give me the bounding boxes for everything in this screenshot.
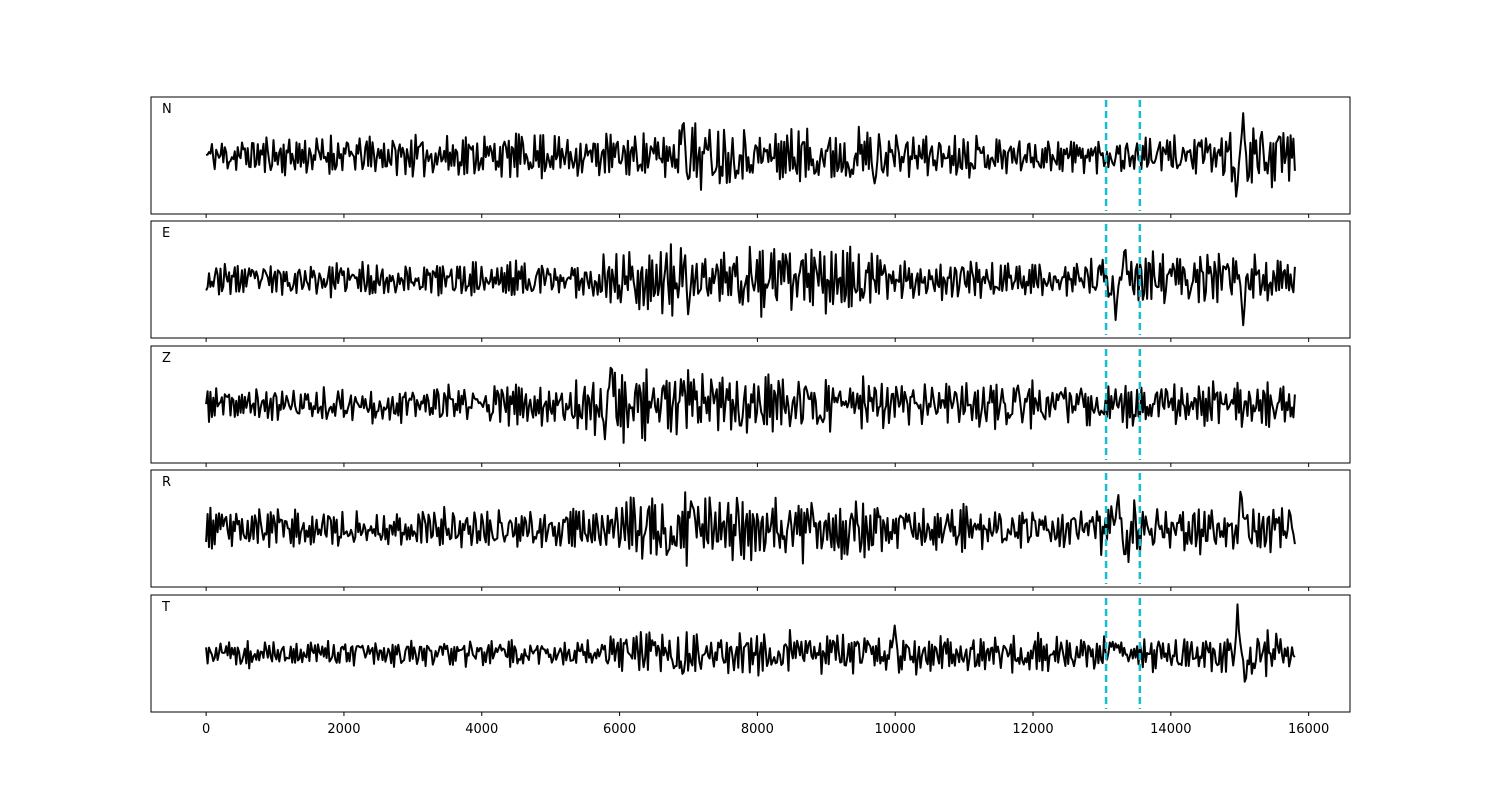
x-tick-label: 8000 (741, 722, 774, 737)
x-tick-label: 6000 (603, 722, 636, 737)
panel-n: N (150, 96, 1351, 218)
panel-frame (150, 594, 1351, 713)
panel-r: R (150, 469, 1351, 591)
waveform-t (205, 603, 1296, 683)
panels-layer: N E Z R T (150, 96, 1351, 716)
panel-frame (150, 220, 1351, 339)
waveform-r (205, 490, 1296, 567)
channel-label: T (161, 600, 170, 615)
channel-label: Z (162, 351, 171, 366)
panel-frame (150, 345, 1351, 464)
panel-frame (150, 96, 1351, 215)
x-tick-label: 2000 (327, 722, 360, 737)
waveform-n (205, 112, 1296, 198)
panel-t: T (150, 594, 1351, 716)
channel-label: R (162, 475, 171, 490)
x-axis: 0 2000 4000 6000 8000 10000 12000 14000 16000 (202, 722, 1329, 737)
channel-label: E (162, 226, 170, 241)
panel-e: E (150, 220, 1351, 342)
x-tick-label: 10000 (875, 722, 916, 737)
waveform-z (205, 366, 1296, 444)
panel-frame (150, 469, 1351, 588)
panel-z: Z (150, 345, 1351, 467)
waveform-e (205, 243, 1296, 327)
x-tick-label: 4000 (465, 722, 498, 737)
channel-label: N (162, 102, 172, 117)
x-tick-label: 16000 (1288, 722, 1329, 737)
x-tick-label: 12000 (1012, 722, 1053, 737)
x-tick-label: 0 (202, 722, 210, 737)
x-tick-label: 14000 (1150, 722, 1191, 737)
